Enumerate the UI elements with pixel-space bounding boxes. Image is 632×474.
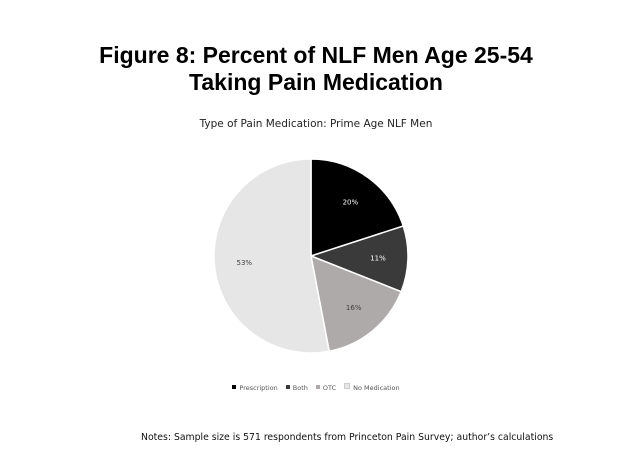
pie-label-no-medication: 53% bbox=[237, 259, 253, 267]
pie-slice-otc bbox=[310, 254, 403, 353]
legend-item-prescription: Prescription bbox=[232, 384, 278, 392]
legend-item-otc: OTC bbox=[315, 384, 337, 392]
pie-label-prescription: 20% bbox=[343, 198, 359, 206]
legend-label-both: Both bbox=[292, 384, 308, 392]
figure-title-line-2: Taking Pain Medication bbox=[189, 69, 443, 95]
chart-legend: Prescription Both OTC No Medication bbox=[0, 383, 632, 392]
pie-slice-no-medication bbox=[213, 158, 331, 354]
figure-title-line-1: Figure 8: Percent of NLF Men Age 25-54 bbox=[99, 42, 533, 68]
legend-swatch-no-medication bbox=[344, 383, 351, 389]
legend-item-both: Both bbox=[285, 384, 308, 392]
legend-swatch-both bbox=[285, 385, 290, 389]
figure-notes: Notes: Sample size is 571 respondents fr… bbox=[141, 432, 554, 443]
pie-label-both: 11% bbox=[370, 255, 386, 263]
legend-item-no-medication: No Medication bbox=[344, 383, 400, 392]
chart-title: Type of Pain Medication: Prime Age NLF M… bbox=[199, 118, 433, 130]
pie-slice-prescription bbox=[310, 158, 405, 258]
legend-label-prescription: Prescription bbox=[239, 384, 278, 392]
pie-label-otc: 16% bbox=[346, 304, 362, 312]
pie-slice-both bbox=[308, 225, 409, 293]
legend-label-otc: OTC bbox=[322, 384, 337, 392]
legend-label-no-medication: No Medication bbox=[353, 384, 400, 392]
legend-swatch-prescription bbox=[232, 385, 237, 389]
legend-swatch-otc bbox=[315, 385, 320, 389]
